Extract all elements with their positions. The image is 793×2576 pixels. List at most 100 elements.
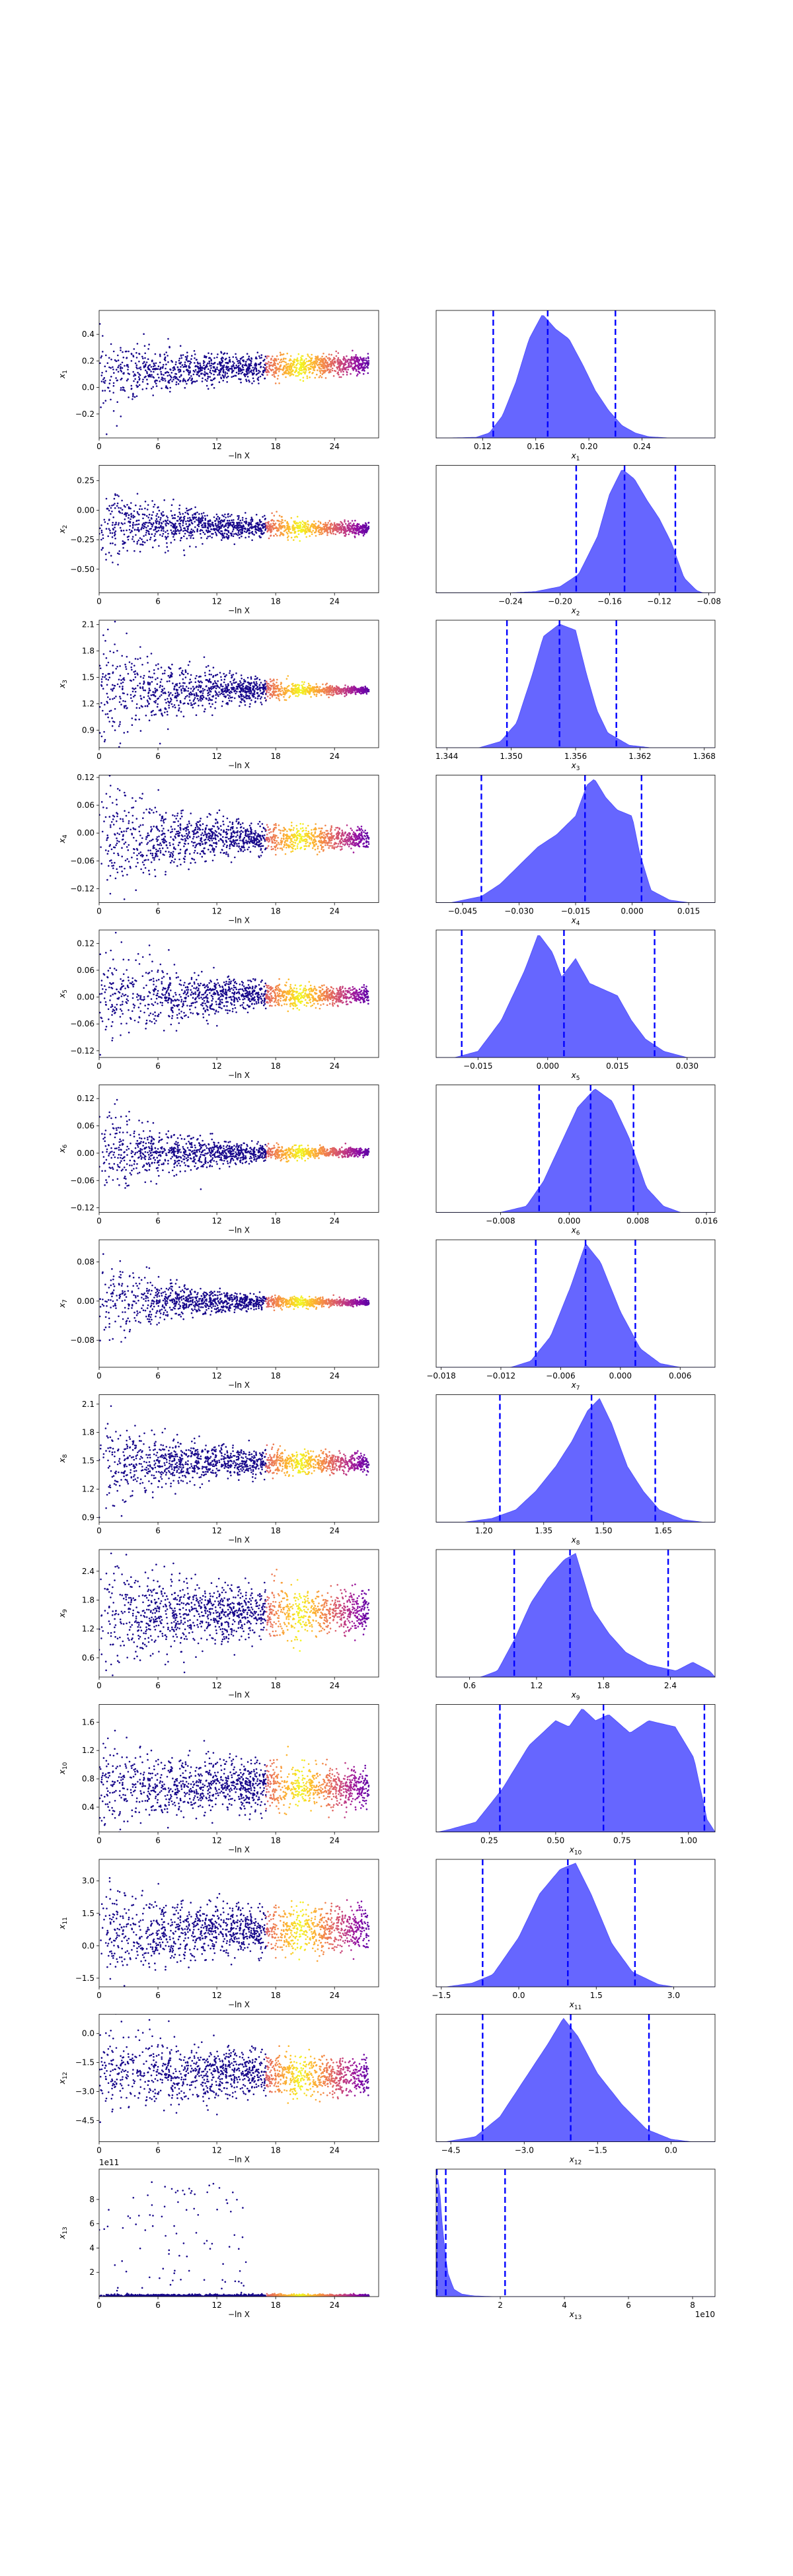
trace-xtick-label: 12: [211, 752, 221, 761]
trace-point: [126, 512, 128, 515]
trace-point: [148, 513, 151, 516]
trace-point: [157, 526, 160, 528]
trace-point: [141, 526, 143, 528]
trace-point: [293, 522, 295, 524]
trace-point: [277, 358, 280, 361]
trace-point: [365, 357, 367, 359]
trace-point: [258, 372, 260, 374]
trace-point: [237, 373, 240, 375]
trace-point: [337, 690, 340, 692]
trace-point: [133, 696, 135, 698]
trace-point: [182, 522, 184, 524]
trace-point: [171, 673, 173, 675]
trace-point: [340, 376, 342, 378]
trace-point: [132, 526, 134, 529]
trace-point: [250, 524, 252, 526]
trace-point: [270, 680, 272, 683]
trace-point: [241, 365, 244, 367]
trace-point: [327, 693, 330, 696]
trace-point: [362, 528, 364, 530]
trace-point: [217, 695, 219, 698]
trace-point: [160, 529, 163, 532]
trace-point: [227, 522, 229, 524]
trace-point: [303, 371, 306, 373]
trace-point: [190, 520, 193, 522]
trace-point: [294, 522, 297, 525]
trace-point: [340, 371, 342, 373]
trace-point: [291, 373, 293, 375]
trace-point: [367, 356, 369, 358]
trace-point: [250, 676, 252, 678]
trace-point: [311, 358, 313, 360]
trace-point: [312, 691, 315, 694]
trace-point: [174, 683, 177, 686]
trace-point: [210, 373, 213, 375]
trace-point: [248, 372, 250, 374]
trace-point: [315, 530, 317, 532]
trace-point: [269, 687, 272, 690]
trace-point: [133, 671, 135, 673]
trace-point: [202, 531, 205, 534]
trace-point: [157, 520, 159, 522]
trace-point: [292, 362, 295, 364]
trace-point: [139, 374, 141, 376]
trace-point: [220, 685, 222, 687]
trace-point: [285, 690, 287, 692]
trace-point: [347, 358, 350, 361]
trace-point: [196, 373, 198, 375]
trace-point: [295, 695, 297, 697]
trace-point: [225, 366, 228, 368]
trace-point: [178, 668, 180, 670]
trace-point: [264, 693, 267, 695]
trace-point: [148, 688, 151, 690]
trace-point: [217, 523, 219, 526]
trace-point: [139, 378, 141, 380]
trace-point: [209, 535, 211, 538]
trace-point: [137, 513, 139, 515]
trace-point: [298, 688, 300, 690]
trace-point: [294, 520, 296, 522]
trace-point: [202, 688, 204, 690]
trace-point: [321, 355, 323, 358]
trace-point: [304, 845, 307, 847]
trace-point: [365, 359, 367, 361]
trace-point: [359, 356, 361, 359]
trace-point: [178, 362, 180, 364]
trace-point: [107, 661, 110, 664]
trace-point: [113, 697, 116, 699]
trace-point: [292, 374, 295, 376]
trace-point: [285, 367, 287, 369]
trace-point: [334, 370, 336, 372]
trace-point: [152, 394, 154, 396]
trace-point: [144, 501, 147, 503]
trace-point: [255, 513, 258, 516]
trace-point: [102, 534, 104, 536]
trace-point: [273, 361, 276, 364]
trace-point: [326, 688, 328, 691]
trace-point: [182, 682, 184, 684]
trace-point: [293, 532, 295, 534]
trace-point: [256, 698, 259, 699]
trace-point: [250, 822, 252, 824]
trace-point: [248, 698, 250, 699]
trace-point: [180, 355, 182, 357]
trace-point: [359, 526, 361, 528]
trace-point: [190, 530, 192, 532]
trace-point: [133, 528, 136, 531]
trace-point: [310, 696, 312, 698]
trace-point: [148, 522, 150, 524]
trace-point: [114, 538, 116, 540]
trace-point: [272, 691, 274, 694]
trace-point: [232, 674, 235, 676]
trace-point: [194, 681, 197, 684]
trace-point: [326, 694, 328, 696]
trace-point: [227, 703, 229, 705]
trace-point: [356, 530, 359, 532]
trace-point: [221, 705, 223, 707]
trace-point: [273, 360, 276, 363]
trace-point: [116, 401, 118, 403]
trace-point: [301, 681, 303, 683]
trace-panel-x1: 0 6 12 18 24−ln X−0.20.00.20.4x1: [57, 310, 379, 460]
trace-point: [342, 371, 344, 373]
trace-point: [217, 840, 220, 842]
